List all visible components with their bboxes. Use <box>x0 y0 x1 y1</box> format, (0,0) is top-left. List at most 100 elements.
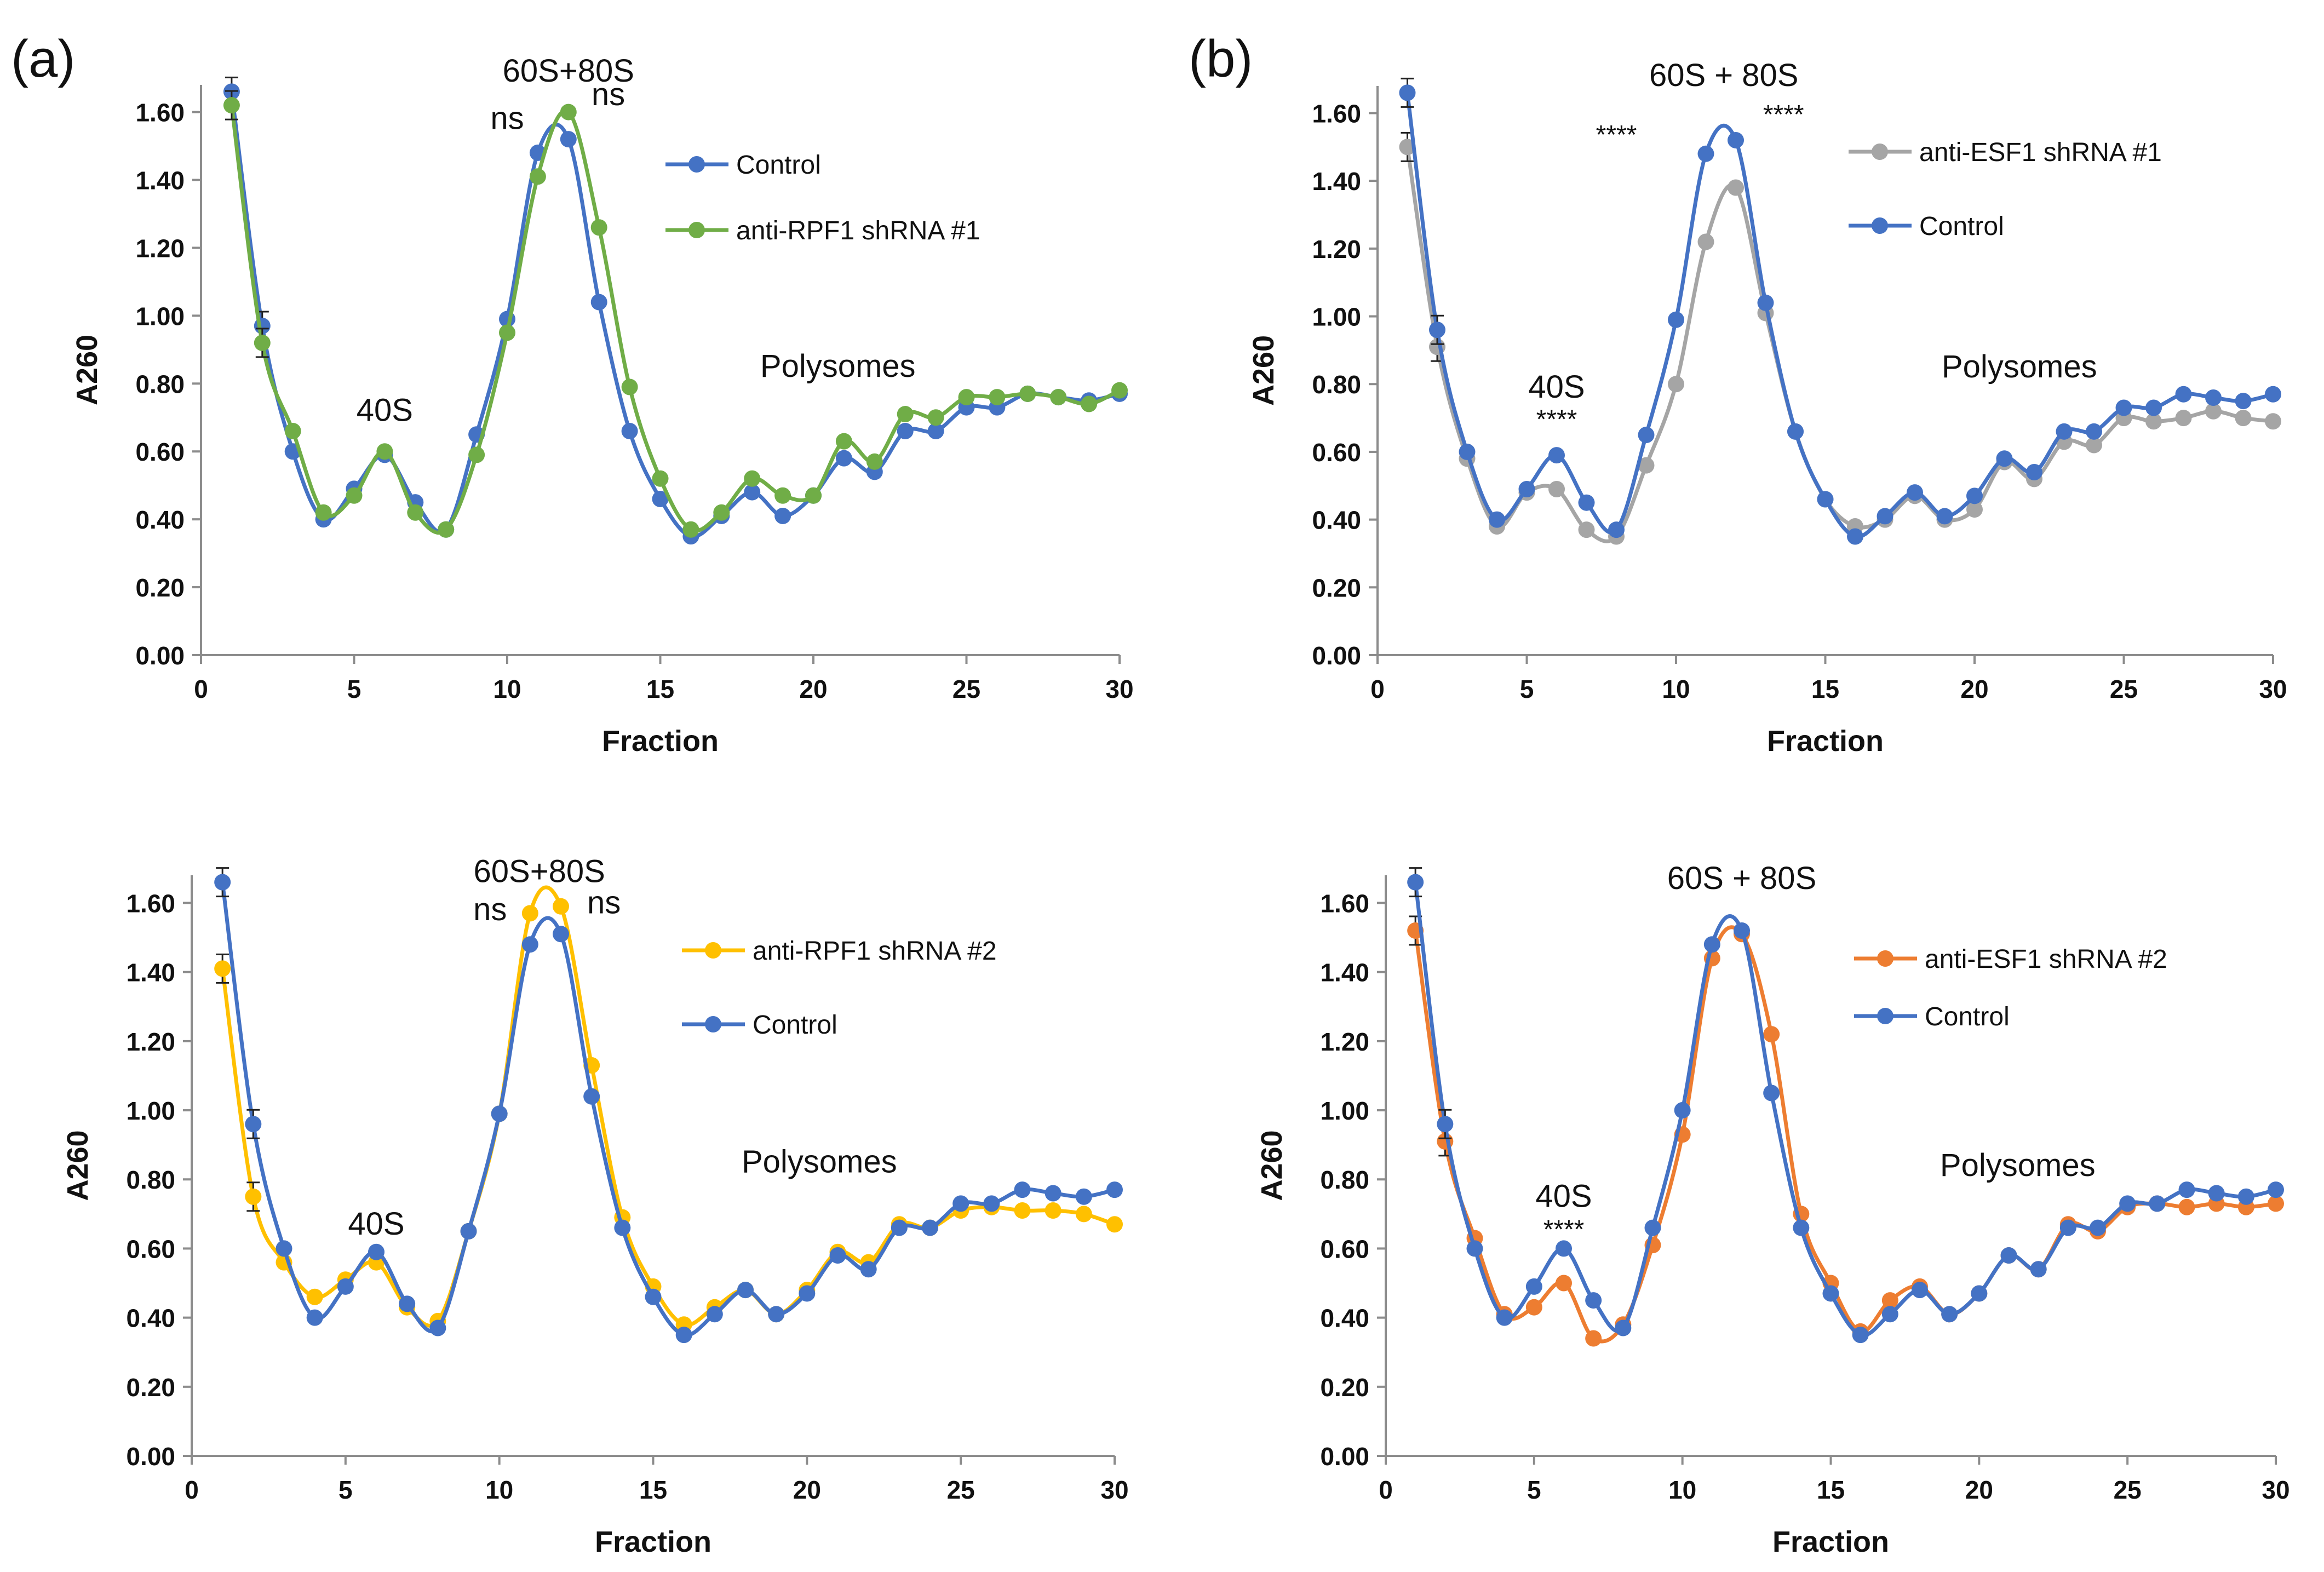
series-line <box>229 91 1120 539</box>
y-tick-label: 1.20 <box>1320 1028 1369 1056</box>
y-tick-label: 1.60 <box>126 889 175 917</box>
data-point <box>1106 1216 1123 1233</box>
data-point <box>1075 1188 1092 1205</box>
data-point <box>652 470 669 487</box>
data-point <box>2205 403 2222 420</box>
y-tick-label: 0.80 <box>1312 370 1361 399</box>
y-tick-label: 0.20 <box>1320 1373 1369 1402</box>
y-tick-label: 0.40 <box>135 506 185 534</box>
annotation-label: 60S + 80S <box>1649 58 1799 93</box>
data-point <box>1734 922 1750 939</box>
x-tick-label: 0 <box>194 675 208 703</box>
data-point <box>276 1240 292 1257</box>
y-tick-label: 1.00 <box>135 302 185 330</box>
x-tick-label: 5 <box>1527 1476 1541 1504</box>
data-point <box>2000 1247 2017 1264</box>
data-point <box>1045 1202 1061 1219</box>
data-point <box>2235 410 2252 427</box>
data-point <box>1615 1319 1632 1336</box>
x-tick-label: 30 <box>1100 1476 1128 1504</box>
data-point <box>521 936 538 953</box>
annotation-label: **** <box>1536 405 1577 434</box>
y-tick-label: 1.40 <box>1312 167 1361 196</box>
data-point <box>306 1288 323 1305</box>
x-tick-label: 10 <box>493 675 521 703</box>
y-tick-label: 0.00 <box>135 641 185 670</box>
data-point <box>560 104 577 121</box>
data-point <box>744 470 761 487</box>
data-point <box>983 1195 1000 1212</box>
y-axis-title: A260 <box>61 1130 94 1201</box>
data-point <box>1638 427 1655 444</box>
data-point <box>621 378 638 395</box>
annotation-label: **** <box>1596 121 1637 150</box>
annotation-label: **** <box>1543 1215 1585 1244</box>
data-point <box>1852 1327 1869 1344</box>
x-tick-label: 5 <box>338 1476 353 1504</box>
data-point <box>1578 494 1595 511</box>
chart-bottom-right: 0.00 0.20 0.40 0.60 0.80 1.00 1.20 1.40 1.60 0 5 10… <box>1255 860 2290 1558</box>
data-point <box>2265 386 2281 403</box>
data-point <box>1608 521 1625 538</box>
data-point <box>614 1219 631 1236</box>
data-point <box>2265 413 2281 430</box>
data-point <box>897 423 914 440</box>
data-point <box>2115 399 2132 416</box>
y-tick-label: 0.20 <box>1312 573 1361 602</box>
chart-top-left: 0.00 0.20 0.40 0.60 0.80 1.00 1.20 1.40 1.60 0 5 10… <box>71 53 1134 758</box>
x-tick-label: 30 <box>2259 675 2287 703</box>
data-point <box>835 450 852 467</box>
data-point <box>675 1327 692 1344</box>
data-point <box>1111 382 1128 399</box>
data-point <box>460 1223 477 1240</box>
legend-marker <box>688 222 705 238</box>
data-point <box>590 294 607 311</box>
legend-marker <box>688 156 705 173</box>
data-point <box>306 1309 323 1326</box>
y-tick-label: 1.20 <box>1312 235 1361 263</box>
y-tick-label: 1.60 <box>135 99 185 127</box>
data-point <box>1525 1278 1542 1295</box>
data-point <box>399 1295 416 1312</box>
data-point <box>590 219 607 236</box>
data-point <box>1881 1292 1898 1309</box>
x-tick-label: 25 <box>947 1476 975 1504</box>
data-point <box>1578 521 1595 538</box>
data-point <box>1822 1285 1839 1302</box>
data-point <box>553 926 569 943</box>
x-tick-label: 0 <box>1379 1476 1393 1504</box>
data-point <box>1763 1085 1780 1101</box>
annotation-label: **** <box>1763 100 1804 129</box>
data-point <box>1638 457 1655 474</box>
data-point <box>1075 1206 1092 1223</box>
data-point <box>1966 501 1983 518</box>
data-point <box>1014 1181 1031 1198</box>
y-axis-title: A260 <box>1247 335 1280 406</box>
data-point <box>214 960 231 977</box>
data-point <box>2178 1198 2195 1215</box>
x-axis-title: Fraction <box>602 725 719 758</box>
data-point <box>1971 1285 1988 1302</box>
y-tick-label: 1.60 <box>1320 889 1369 917</box>
data-point <box>429 1319 446 1336</box>
data-point <box>1644 1219 1661 1236</box>
data-point <box>860 1261 877 1278</box>
data-point <box>1525 1299 1542 1316</box>
data-point <box>1996 450 2013 467</box>
legend-label: anti-RPF1 shRNA #1 <box>736 216 980 245</box>
data-point <box>438 521 455 538</box>
y-tick-label: 1.40 <box>135 167 185 195</box>
data-point <box>774 507 791 524</box>
panel-label-b: (b) <box>1189 30 1253 88</box>
y-tick-label: 0.60 <box>126 1235 175 1263</box>
data-point <box>1019 385 1036 402</box>
data-point <box>1877 508 1893 525</box>
data-point <box>2149 1195 2166 1212</box>
data-point <box>927 409 944 426</box>
data-point <box>713 504 730 521</box>
y-tick-label: 0.40 <box>126 1304 175 1333</box>
data-point <box>346 487 363 504</box>
y-tick-label: 0.40 <box>1320 1304 1369 1333</box>
data-point <box>2056 423 2073 440</box>
